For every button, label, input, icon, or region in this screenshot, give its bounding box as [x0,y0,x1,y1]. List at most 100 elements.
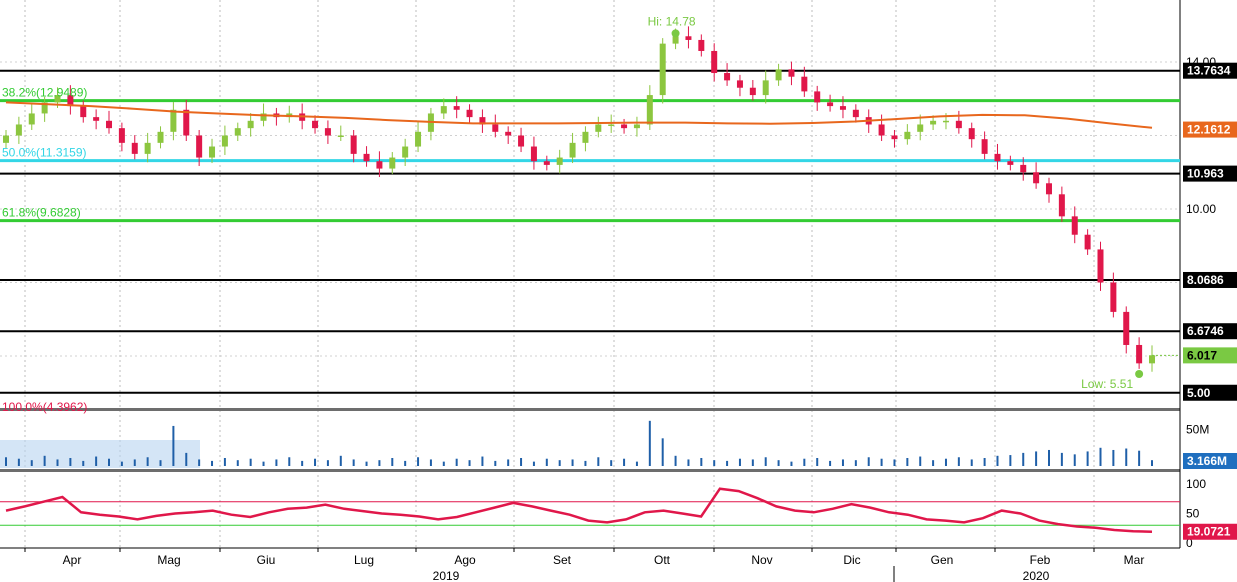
candle-body [1020,164,1027,173]
fibonacci-labels: 38.2%(12.9489) 50.0%(11.3159) 61.8%(9.6828… [2,86,87,414]
candle-body [608,124,615,126]
candle-body [711,50,718,74]
price-tag-text: 8.0686 [1187,273,1224,287]
month-label: Ott [654,553,671,567]
month-label: Dic [843,553,860,567]
candle-body [1058,194,1065,217]
candle-body [556,157,563,165]
candle-body [1110,282,1117,312]
candle-body [930,120,937,125]
candle-body [543,161,550,165]
candle-body [839,106,846,110]
month-label: Ago [454,553,476,567]
candle-body [440,106,447,114]
month-label: Giu [257,553,276,567]
candle-body [492,124,499,132]
candle-body [814,91,821,103]
candle-body [337,135,344,137]
candle-body [518,135,525,147]
rsi-panel [0,487,1180,533]
price-tag-bg [1183,121,1237,138]
candle-body [1084,234,1091,250]
price-tag: 5.00 [1183,384,1237,401]
candle-body [1045,183,1052,195]
candle-body [685,36,692,40]
candle-body [1007,161,1014,165]
candle-body [1071,216,1078,235]
candle-body [15,124,22,136]
candle-body [402,146,409,158]
price-tag-text: 6.6746 [1187,324,1224,338]
candle-body [595,124,602,132]
volume-tag: 3.166M [1183,453,1237,469]
rsi-line [5,487,1153,533]
rsi-tick-label: 50 [1186,507,1200,521]
candle-body [28,113,35,125]
candle-body [775,69,782,81]
candle-body [505,131,512,136]
candle-body [698,39,705,51]
x-axis: Apr Mag Giu Lug Ago Set Ott Nov Dic Gen Feb Mar 2019… [24,548,1144,582]
candle-body [878,124,885,136]
price-tag-bg [1183,62,1237,79]
low-label: Low: 5.51 [1081,377,1133,391]
volume-tick-label: 50M [1186,423,1209,437]
candle-body [582,131,589,143]
candle-body [41,102,48,114]
candle-body [376,161,383,169]
candle-body [621,124,628,129]
high-marker [671,29,680,38]
candle-body [93,117,100,121]
rsi-tag-bg [1183,523,1237,540]
panel-divider [0,469,1180,472]
price-tag-bg [1183,165,1237,182]
candle-body [234,128,241,136]
candle-body [852,109,859,118]
candle-body [724,73,731,81]
rsi-tag: 19.0721 [1183,523,1237,540]
candle-body [530,146,537,162]
moving-average-line [5,101,1153,129]
price-tick-label: 10.00 [1186,202,1216,216]
candle-body [633,124,640,129]
candle-body [363,153,370,162]
month-label: Set [553,553,572,567]
candle-body [1123,311,1130,345]
candlesticks [3,26,1180,379]
candle-body [453,106,460,110]
candle-body [466,109,473,118]
fibonacci-label: 38.2%(12.9489) [2,86,87,100]
price-tag: 6.017 [1183,347,1237,364]
fibonacci-label: 100.0%(4.3962) [2,400,87,414]
price-tag-text: 12.1612 [1187,123,1231,137]
candle-body [827,102,834,107]
candle-body [106,120,113,129]
candle-body [479,117,486,125]
price-tag: 6.6746 [1183,323,1237,340]
month-label: Nov [751,553,772,567]
candle-body [994,153,1001,162]
candle-body [67,95,74,107]
month-label: Lug [354,553,374,567]
candle-body [209,146,216,158]
candle-body [1097,249,1104,283]
candle-body [196,135,203,158]
price-tag-bg [1183,347,1237,364]
candle-body [3,135,9,143]
low-marker [1135,370,1144,379]
price-tag-text: 13.7634 [1187,64,1231,78]
candle-body [144,142,151,154]
panel-divider [0,408,1180,411]
candle-body [54,95,61,103]
candle-body [801,76,808,92]
candle-body [942,120,949,123]
candle-body [646,95,653,125]
candle-body [1136,344,1143,364]
candle-body [659,43,666,96]
month-label: Feb [1030,553,1051,567]
candle-body [324,128,331,136]
fibonacci-label: 50.0%(11.3159) [2,146,87,160]
candle-body [118,128,125,143]
price-tag-text: 10.963 [1187,167,1224,181]
